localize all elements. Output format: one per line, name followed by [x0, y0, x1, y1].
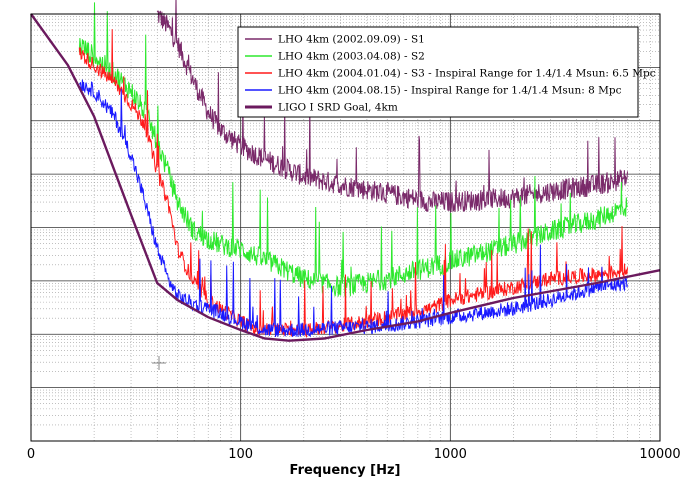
legend-entry: LHO 4km (2004.08.15) - Inspiral Range fo… [278, 85, 622, 97]
legend: LHO 4km (2002.09.09) - S1 LHO 4km (2003.0… [237, 26, 656, 118]
x-tick-label: 0 [27, 447, 35, 462]
series-line [30, 13, 661, 342]
legend-box [237, 26, 639, 118]
series-line [78, 2, 628, 297]
x-tick-label: 10000 [639, 447, 680, 462]
x-tick-label: 1000 [434, 447, 467, 462]
plot-frame [30, 13, 661, 442]
tick-layer: 0 100 1000 10000 [27, 447, 681, 462]
crosshair-marker [152, 356, 166, 370]
legend-entry: LHO 4km (2002.09.09) - S1 [278, 34, 425, 46]
series-line [79, 79, 628, 338]
series-line [156, 0, 628, 213]
legend-entry: LIGO I SRD Goal, 4km [278, 102, 398, 114]
x-tick-label: 100 [228, 447, 253, 462]
legend-entry: LHO 4km (2003.04.08) - S2 [278, 51, 425, 63]
x-axis-title: Frequency [Hz] [290, 463, 401, 478]
series-layer [30, 0, 661, 342]
legend-entry: LHO 4km (2004.01.04) - S3 - Inspiral Ran… [278, 68, 656, 80]
series-line [78, 29, 628, 339]
